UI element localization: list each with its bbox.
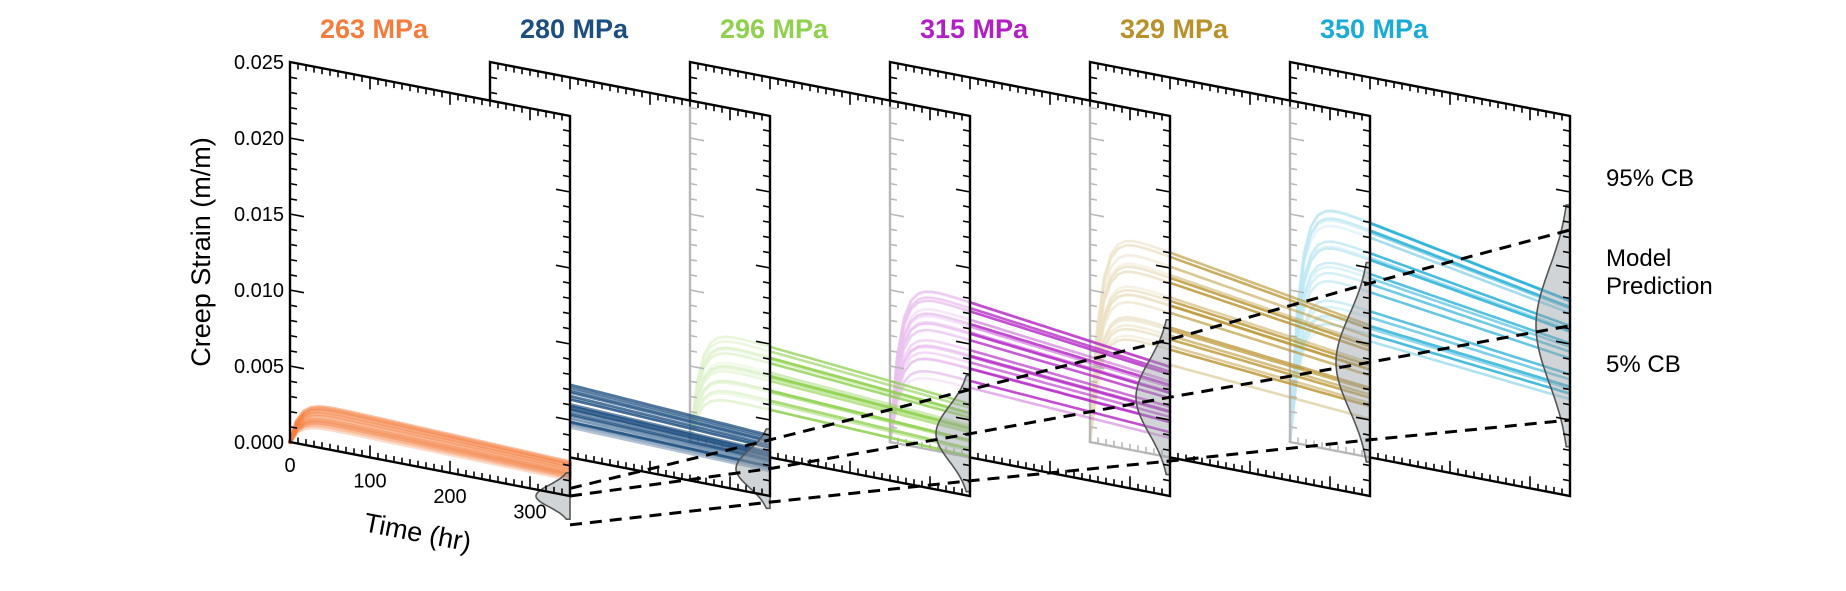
panel-ticks xyxy=(289,61,571,497)
distribution-shape xyxy=(935,374,971,493)
stress-label-4: 315 MPa xyxy=(920,14,1029,44)
creep-curve xyxy=(288,405,572,465)
annotation-model-line2: Prediction xyxy=(1606,273,1713,300)
creep-curve xyxy=(288,419,572,476)
band-line-upper xyxy=(569,228,1571,490)
panel-ticks xyxy=(489,61,771,497)
creep-curve xyxy=(288,417,572,475)
stress-label-1: 263 MPa xyxy=(320,14,429,44)
panel-plane xyxy=(290,62,570,496)
stress-label-3: 296 MPa xyxy=(720,14,829,44)
creep-curve xyxy=(288,417,572,475)
annotation-5-cb: 5% CB xyxy=(1606,351,1681,378)
x-tick-label: 200 xyxy=(433,486,466,508)
confidence-band-lines xyxy=(569,228,1571,527)
creep-curves xyxy=(288,404,572,482)
creep-curve xyxy=(288,406,572,466)
stress-label-6: 350 MPa xyxy=(1320,14,1429,44)
x-axis-label: Time (hr) xyxy=(362,507,474,557)
creep-curve xyxy=(288,404,572,465)
distribution-shape xyxy=(1135,319,1171,476)
creep-curve xyxy=(288,412,572,471)
creep-curve xyxy=(288,421,572,479)
creep-curve xyxy=(288,420,572,477)
creep-curve xyxy=(288,411,572,470)
band-annotations: 95% CB Model Prediction 5% CB xyxy=(1606,165,1713,378)
axis-text-layer: Creep Strain (m/m) Time (hr) 0.000 0.005 0… xyxy=(186,52,547,557)
y-tick-label: 0.025 xyxy=(234,52,284,74)
x-tick-label: 300 xyxy=(513,501,546,523)
x-tick-label: 100 xyxy=(353,470,386,492)
distribution-shape xyxy=(535,472,571,520)
band-line-lower xyxy=(569,418,1571,527)
creep-curve xyxy=(288,414,572,473)
annotation-95-cb: 95% CB xyxy=(1606,165,1694,192)
annotation-model-line1: Model xyxy=(1606,245,1671,272)
creep-curve xyxy=(288,408,572,468)
y-tick-label: 0.020 xyxy=(234,128,284,150)
panels-layer xyxy=(288,60,1572,520)
y-axis-label: Creep Strain (m/m) xyxy=(186,137,216,367)
creep-curve xyxy=(288,416,572,474)
creep-curve xyxy=(288,409,572,468)
creep-curve xyxy=(288,412,572,471)
y-tick-label: 0.010 xyxy=(234,280,284,302)
creep-curve xyxy=(288,408,572,468)
y-tick-label: 0.015 xyxy=(234,204,284,226)
band-line-median xyxy=(569,324,1571,498)
creep-curve xyxy=(288,425,572,482)
creep-curve xyxy=(288,420,572,478)
creep-curve xyxy=(288,423,572,480)
stress-label-5: 329 MPa xyxy=(1120,14,1229,44)
y-tick-label: 0.005 xyxy=(234,356,284,378)
panel-1 xyxy=(288,60,572,520)
stress-label-2: 280 MPa xyxy=(520,14,629,44)
y-tick-label: 0.000 xyxy=(234,432,284,454)
x-tick-label: 0 xyxy=(284,455,295,477)
creep-curve xyxy=(288,406,572,466)
distribution-shape xyxy=(1335,261,1371,463)
